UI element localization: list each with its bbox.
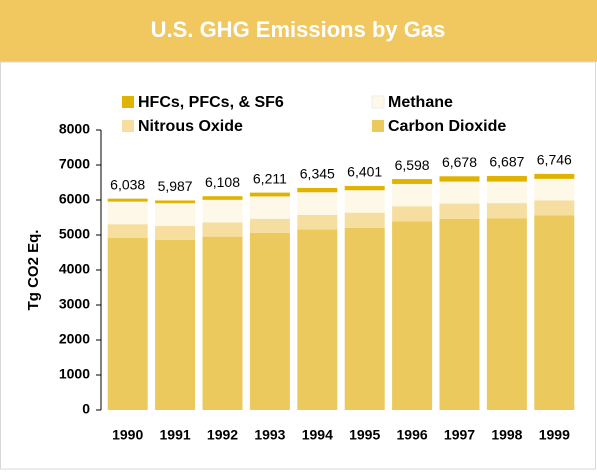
bar-segment	[344, 227, 385, 410]
frame	[0, 61, 596, 470]
bar-segment	[486, 218, 527, 410]
bar-segment	[155, 203, 196, 226]
y-tick-label: 3000	[59, 296, 90, 312]
bar-segment	[534, 173, 575, 179]
total-label: 6,746	[537, 152, 572, 168]
total-label: 5,987	[158, 178, 193, 194]
legend-swatch	[122, 96, 134, 108]
bar-segment	[202, 199, 243, 223]
bar-segment	[297, 229, 338, 410]
bar-segment	[392, 221, 433, 410]
bar-segment	[107, 238, 148, 410]
x-tick-label: 1992	[207, 427, 238, 443]
y-tick-label: 4000	[59, 261, 90, 277]
bar-segment	[249, 192, 290, 197]
bar-segment	[202, 196, 243, 200]
bar-segment	[155, 239, 196, 410]
total-label: 6,687	[489, 154, 524, 170]
bar-segment	[392, 206, 433, 222]
bar-segment	[392, 183, 433, 207]
y-axis-label: Tg CO2 Eq.	[25, 230, 42, 311]
legend-label: Methane	[388, 94, 453, 111]
bar-segment	[249, 232, 290, 410]
bar-segment	[202, 222, 243, 237]
bar-segment	[344, 185, 385, 191]
bar-segment	[297, 214, 338, 230]
x-tick-label: 1999	[539, 427, 570, 443]
legend-swatch	[371, 95, 385, 109]
bar-segment	[297, 187, 338, 193]
bar-segment	[107, 201, 148, 225]
legend-label: Carbon Dioxide	[388, 118, 506, 135]
total-label: 6,211	[253, 170, 287, 186]
y-tick-label: 1000	[59, 366, 90, 382]
x-tick-label: 1994	[302, 427, 333, 443]
bar-segment	[155, 225, 196, 240]
bar-segment	[107, 198, 148, 202]
legend-swatch	[372, 120, 384, 132]
legend-label: Nitrous Oxide	[138, 118, 243, 135]
bar-segment	[486, 181, 527, 204]
bar-segment	[534, 178, 575, 201]
bar-segment	[439, 203, 480, 219]
bar-segment	[392, 179, 433, 184]
bar-segment	[155, 200, 196, 204]
bar-segment	[344, 190, 385, 213]
total-label: 6,038	[110, 176, 145, 192]
x-tick-label: 1991	[160, 427, 191, 443]
title-band	[0, 0, 597, 62]
total-label: 6,401	[347, 164, 382, 180]
y-tick-label: 0	[82, 401, 90, 417]
y-tick-label: 5000	[59, 226, 90, 242]
bar-segment	[534, 215, 575, 410]
x-tick-label: 1998	[491, 427, 522, 443]
total-label: 6,108	[205, 174, 240, 190]
bar-segment	[439, 181, 480, 204]
bar-segment	[297, 192, 338, 215]
bar-segment	[249, 196, 290, 219]
bar-segment	[439, 176, 480, 182]
total-label: 6,345	[300, 166, 335, 182]
bar-segment	[202, 236, 243, 410]
x-tick-label: 1996	[397, 427, 428, 443]
x-tick-label: 1995	[349, 427, 380, 443]
x-tick-label: 1990	[112, 427, 143, 443]
bar-segment	[107, 224, 148, 239]
bar-segment	[486, 203, 527, 219]
y-tick-label: 2000	[59, 331, 90, 347]
x-tick-label: 1993	[254, 427, 285, 443]
chart-title: U.S. GHG Emissions by Gas	[151, 17, 446, 42]
bar-segment	[439, 218, 480, 410]
total-label: 6,678	[442, 154, 477, 170]
bar-segment	[486, 175, 527, 182]
legend-label: HFCs, PFCs, & SF6	[138, 94, 284, 111]
y-tick-label: 6000	[59, 191, 90, 207]
y-tick-label: 8000	[59, 121, 90, 137]
bar-segment	[344, 212, 385, 228]
legend-swatch	[122, 120, 134, 132]
y-tick-label: 7000	[59, 156, 90, 172]
x-tick-label: 1997	[444, 427, 475, 443]
bar-segment	[249, 218, 290, 233]
bar-segment	[534, 200, 575, 216]
total-label: 6,598	[395, 157, 430, 173]
